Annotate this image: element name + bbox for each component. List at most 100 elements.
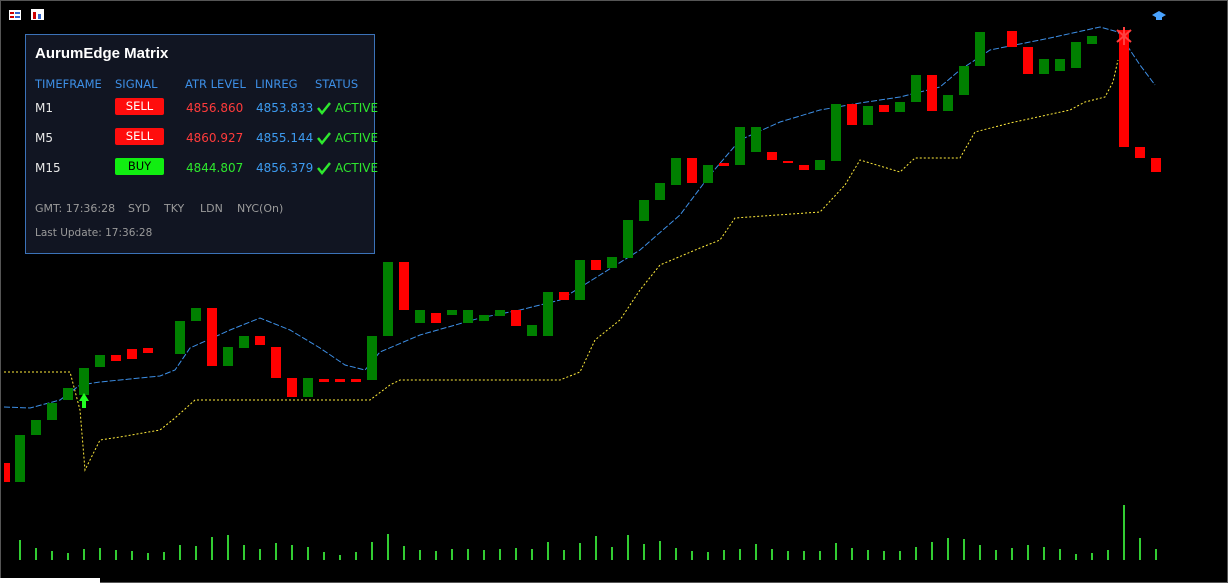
candle xyxy=(1055,59,1065,71)
check-icon xyxy=(317,132,331,145)
candle xyxy=(943,95,953,111)
candle xyxy=(623,220,633,258)
toolbar-icon-left[interactable] xyxy=(9,10,21,20)
session: TKY xyxy=(164,202,185,215)
candle xyxy=(975,32,985,66)
candle xyxy=(255,336,265,345)
candle xyxy=(527,325,537,336)
candle xyxy=(1135,147,1145,158)
candle xyxy=(335,379,345,382)
buy-arrow xyxy=(79,393,89,408)
candle xyxy=(287,378,297,397)
moving-average-line xyxy=(3,26,1156,409)
candle xyxy=(895,102,905,112)
scrollbar-stub xyxy=(0,578,100,583)
candle xyxy=(479,315,489,321)
candle xyxy=(399,262,409,310)
signal-badge: SELL xyxy=(115,128,164,145)
candle xyxy=(959,66,969,95)
candle xyxy=(127,349,137,359)
candle xyxy=(143,348,153,353)
linreg: 4855.144 xyxy=(256,131,314,145)
session: LDN xyxy=(200,202,223,215)
candle xyxy=(719,163,729,166)
candle xyxy=(735,127,745,165)
signal-badge: BUY xyxy=(115,158,164,175)
candle xyxy=(223,347,233,366)
linreg: 4856.379 xyxy=(256,161,314,175)
candle xyxy=(607,257,617,268)
candle xyxy=(431,313,441,323)
gmt-time: GMT: 17:36:28 xyxy=(35,202,116,215)
status: ACTIVE xyxy=(335,131,379,145)
candle xyxy=(831,104,841,161)
toolbar-icon-right[interactable] xyxy=(1152,11,1166,20)
matrix-panel: AurumEdge Matrix TIMEFRAME SIGNAL ATR LE… xyxy=(25,34,379,254)
session: SYD xyxy=(128,202,151,215)
candle xyxy=(4,463,10,482)
candle xyxy=(63,388,73,400)
candle xyxy=(351,379,361,382)
timeframe: M15 xyxy=(35,161,61,175)
candle xyxy=(1007,31,1017,47)
candle xyxy=(447,310,457,315)
candle xyxy=(495,310,505,316)
candle xyxy=(847,104,857,125)
status: ACTIVE xyxy=(335,161,379,175)
candle xyxy=(799,165,809,170)
trailing-stop-line xyxy=(4,59,1119,472)
column-header: ATR LEVEL xyxy=(185,77,246,91)
candle xyxy=(271,347,281,378)
candle xyxy=(15,435,25,482)
candle xyxy=(207,308,217,366)
atr-level: 4844.807 xyxy=(186,161,244,175)
candle xyxy=(751,127,761,152)
linreg: 4853.833 xyxy=(256,101,314,115)
timeframe: M1 xyxy=(35,101,53,115)
candle xyxy=(463,310,473,323)
candle xyxy=(879,105,889,112)
candle xyxy=(655,183,665,200)
candles xyxy=(4,30,1161,482)
volume-bars xyxy=(19,505,1157,560)
candle xyxy=(511,310,521,326)
candle xyxy=(671,158,681,185)
candle xyxy=(703,165,713,183)
candle xyxy=(1119,30,1129,147)
candle xyxy=(543,292,553,336)
panel-title: AurumEdge Matrix xyxy=(35,45,169,62)
column-header: STATUS xyxy=(315,77,359,91)
check-icon xyxy=(317,162,331,175)
timeframe-row: M15 BUY 4844.807 4856.379 ACTIVE xyxy=(26,158,378,180)
candle xyxy=(575,260,585,300)
candle xyxy=(1023,47,1033,74)
candle xyxy=(95,355,105,367)
atr-level: 4856.860 xyxy=(186,101,244,115)
column-header: SIGNAL xyxy=(115,77,158,91)
toolbar-icon-left-2[interactable] xyxy=(31,9,44,20)
candle xyxy=(239,336,249,348)
candle xyxy=(383,262,393,336)
candle xyxy=(191,308,201,321)
column-header: TIMEFRAME xyxy=(35,77,102,91)
timeframe-row: M1 SELL 4856.860 4853.833 ACTIVE xyxy=(26,98,378,120)
candle xyxy=(639,200,649,221)
candle xyxy=(47,403,57,420)
candle xyxy=(1071,42,1081,68)
candle xyxy=(319,379,329,382)
candle xyxy=(591,260,601,270)
candle xyxy=(175,321,185,354)
session: NYC(On) xyxy=(237,202,284,215)
candle xyxy=(863,106,873,125)
candle xyxy=(111,355,121,361)
candle xyxy=(1039,59,1049,74)
atr-level: 4860.927 xyxy=(186,131,244,145)
check-icon xyxy=(317,102,331,115)
candle xyxy=(303,378,313,397)
column-header: LINREG xyxy=(255,77,298,91)
candle xyxy=(79,368,89,395)
candle xyxy=(1151,158,1161,172)
status: ACTIVE xyxy=(335,101,379,115)
